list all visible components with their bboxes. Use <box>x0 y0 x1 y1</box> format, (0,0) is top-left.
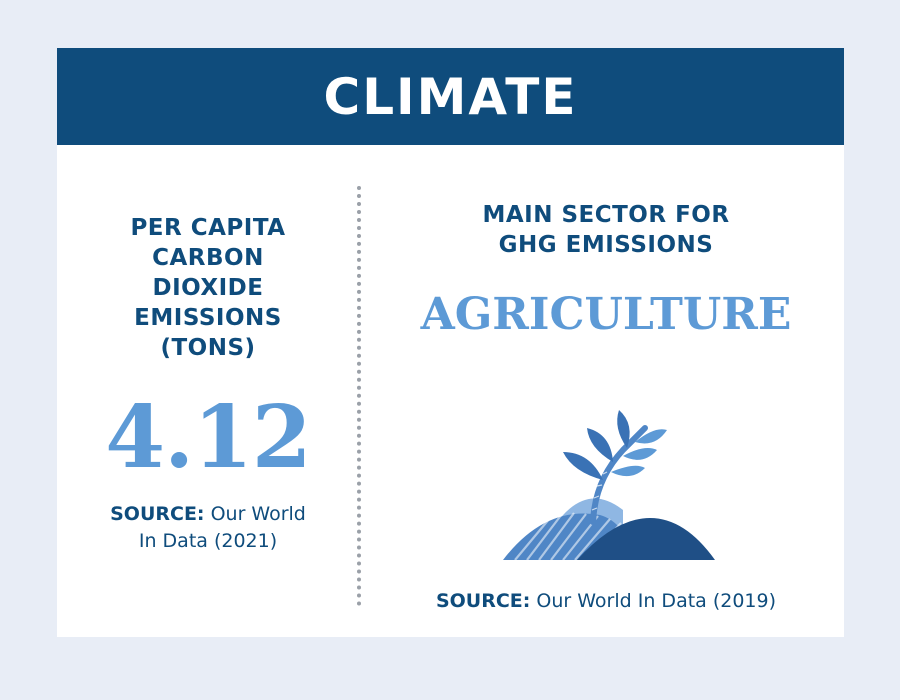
ghg-source: SOURCE: Our World In Data (2019) <box>375 588 837 615</box>
co2-metric-value: 4.12 <box>105 387 311 488</box>
co2-source-label: SOURCE: <box>110 503 205 525</box>
co2-metric-panel: PER CAPITA CARBON DIOXIDE EMISSIONS (TON… <box>77 213 339 555</box>
ghg-sector-panel: MAIN SECTOR FOR GHG EMISSIONS AGRICULTUR… <box>375 200 837 612</box>
header-title: CLIMATE <box>323 67 578 126</box>
dotted-divider <box>357 186 361 606</box>
co2-source: SOURCE: Our World In Data (2021) <box>108 501 308 555</box>
card-header: CLIMATE <box>57 48 844 145</box>
ghg-sector-title: MAIN SECTOR FOR GHG EMISSIONS <box>482 202 730 258</box>
ghg-source-text: Our World In Data (2019) <box>530 590 777 612</box>
ghg-sector-value: AGRICULTURE <box>420 289 792 340</box>
climate-card: CLIMATE PER CAPITA CARBON DIOXIDE EMISSI… <box>57 48 844 637</box>
co2-metric-title: PER CAPITA CARBON DIOXIDE EMISSIONS (TON… <box>130 215 286 361</box>
ghg-source-label: SOURCE: <box>435 590 531 612</box>
wheat-plant-icon <box>503 410 715 560</box>
co2-source-text: Our World In Data (2021) <box>138 503 306 552</box>
